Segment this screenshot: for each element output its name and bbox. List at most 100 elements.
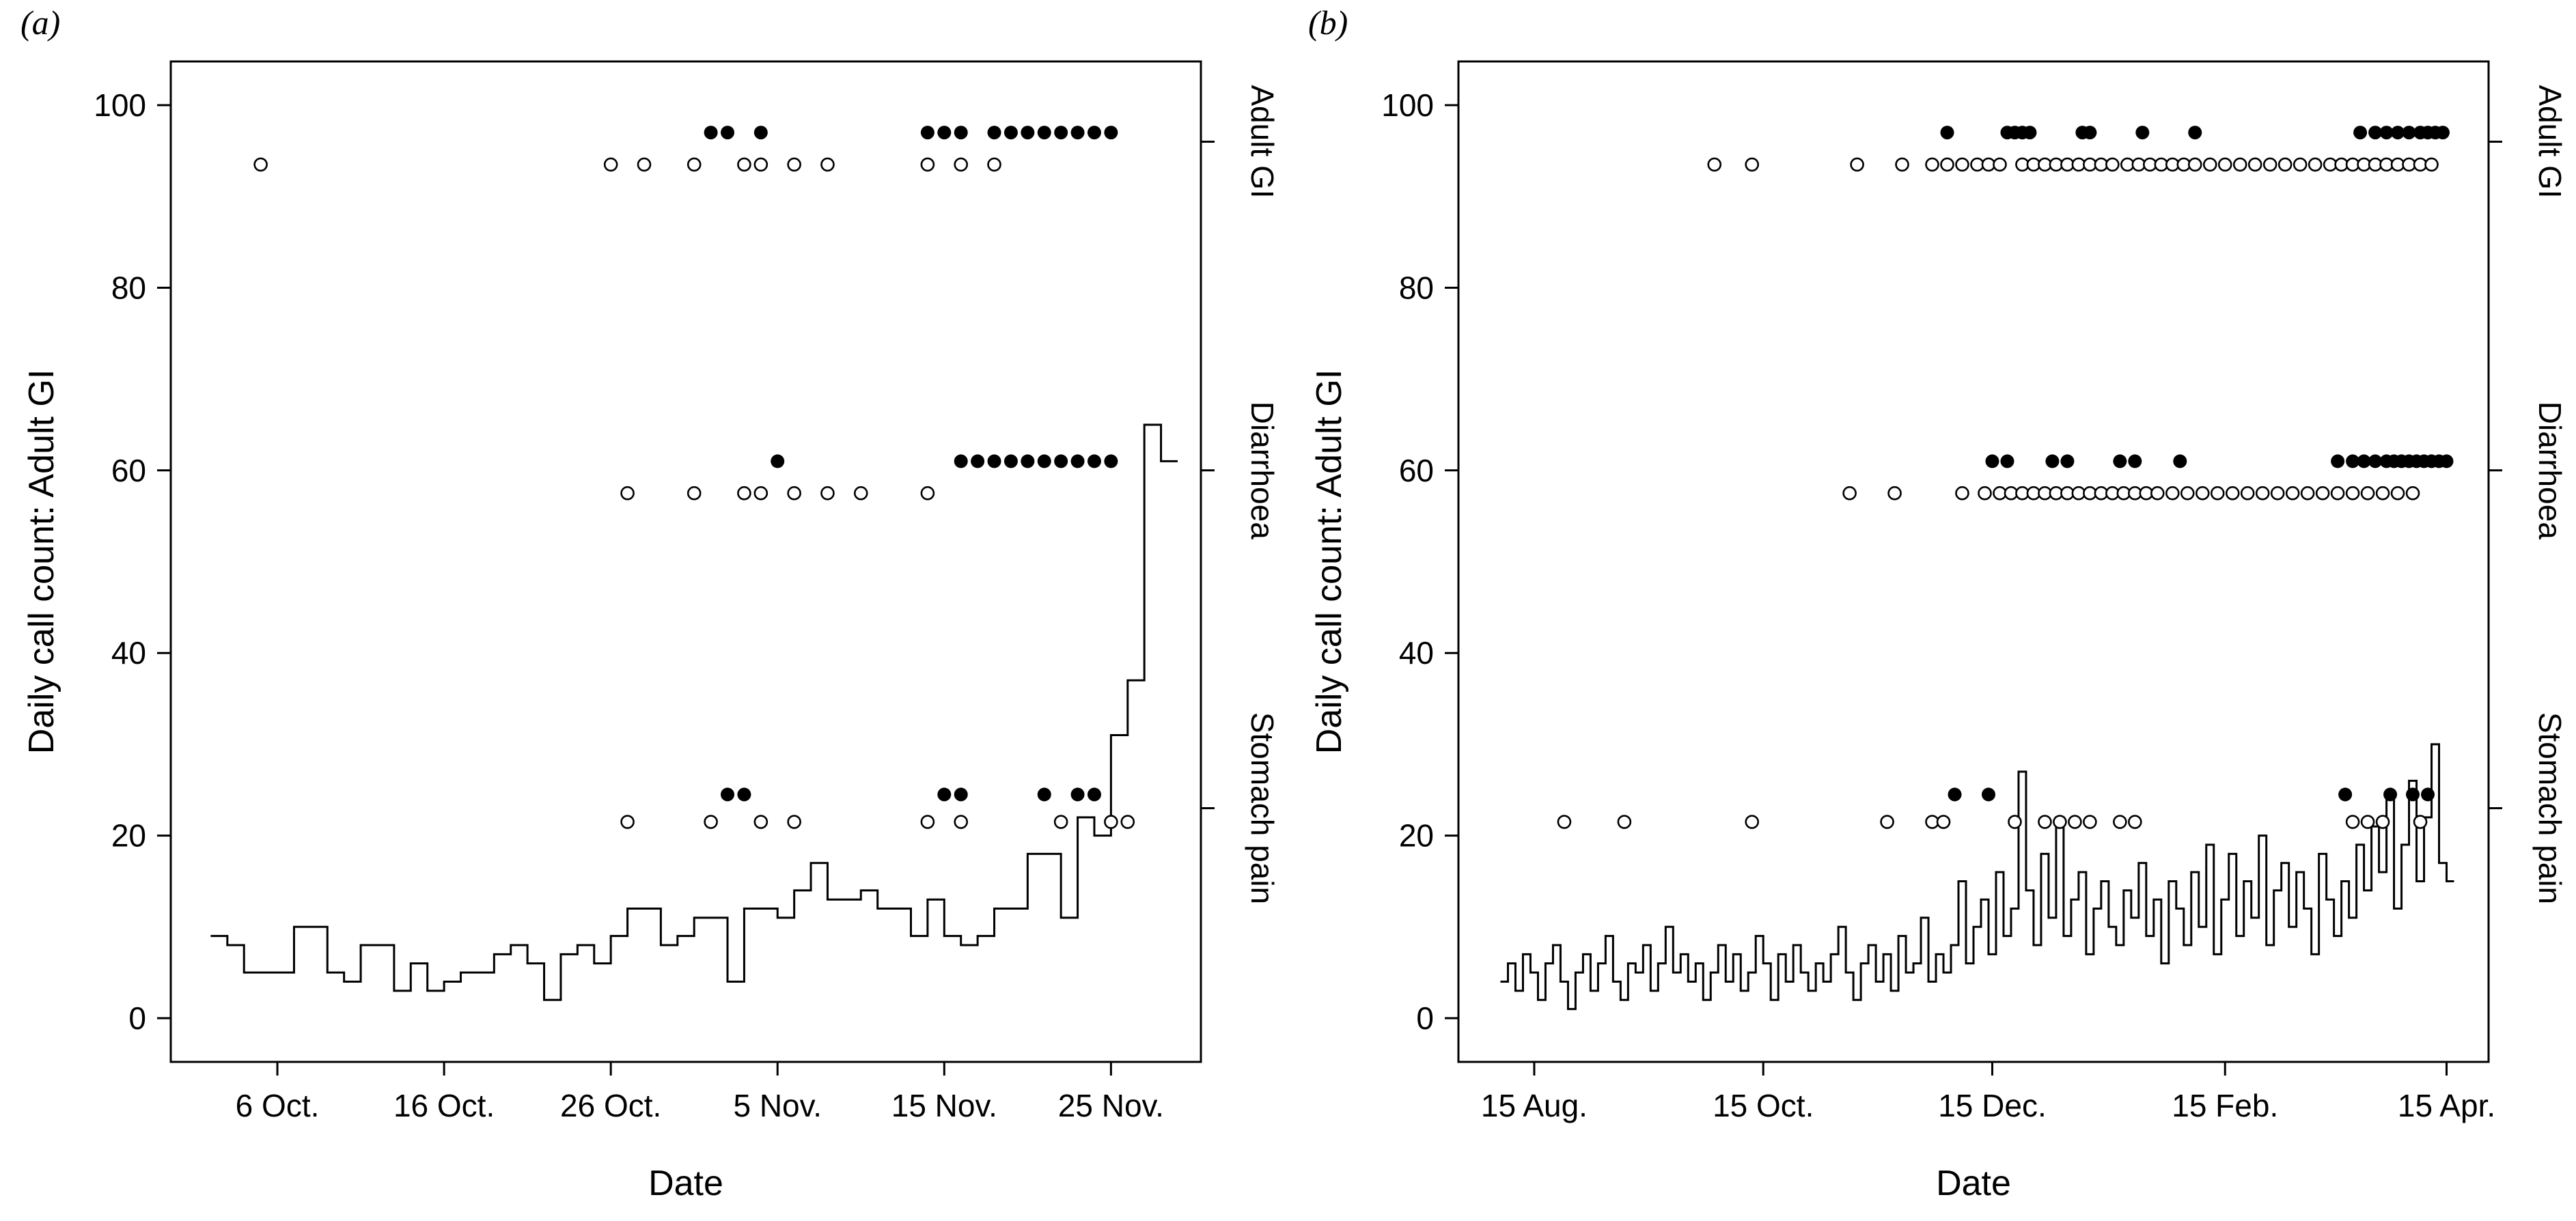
- adult-gi-filled-marker: [1037, 126, 1051, 140]
- diarrhoea-open-markers: [1842, 486, 2420, 501]
- diarrhoea-open-marker: [1955, 486, 1969, 501]
- diarrhoea-open-marker: [1978, 486, 1992, 501]
- adult-gi-filled-marker: [2391, 126, 2405, 140]
- y-axis-title: Daily call count: Adult GI: [1310, 369, 1349, 755]
- stomach-pain-filled-marker: [1981, 787, 1995, 802]
- x-tick-label: 15 Oct.: [1713, 1088, 1814, 1123]
- x-axis-title: Date: [1936, 1164, 2011, 1203]
- stomach-pain-open-marker: [2083, 815, 2097, 829]
- stomach-pain-open-marker: [787, 815, 801, 829]
- adult-gi-filled-marker: [2083, 126, 2097, 140]
- diarrhoea-open-marker: [2240, 486, 2255, 501]
- adult-gi-filled-marker: [2379, 126, 2394, 140]
- diarrhoea-open-marker: [2180, 486, 2195, 501]
- stomach-pain-open-marker: [1557, 815, 1572, 829]
- diarrhoea-filled-marker: [2346, 454, 2360, 468]
- adult-gi-open-marker: [820, 157, 835, 172]
- stomach-pain-filled-marker: [2421, 787, 2435, 802]
- stomach-pain-open-marker: [2413, 815, 2428, 829]
- adult-gi-filled-marker: [1087, 126, 1101, 140]
- adult-gi-open-marker: [1955, 157, 1969, 172]
- stomach-pain-open-marker: [920, 815, 935, 829]
- diarrhoea-open-marker: [2270, 486, 2285, 501]
- stomach-pain-filled-markers: [721, 787, 1101, 802]
- stomach-pain-filled-markers: [1948, 787, 2435, 802]
- diarrhoea-open-marker: [853, 486, 868, 501]
- diarrhoea-open-marker: [820, 486, 835, 501]
- diarrhoea-open-marker: [2150, 486, 2165, 501]
- adult-gi-filled-marker: [2368, 126, 2383, 140]
- diarrhoea-filled-marker: [2357, 454, 2371, 468]
- adult-gi-open-marker: [2105, 157, 2120, 172]
- diarrhoea-filled-marker: [2439, 454, 2454, 468]
- adult-gi-filled-marker: [1054, 126, 1068, 140]
- diarrhoea-filled-marker: [2128, 454, 2142, 468]
- adult-gi-open-marker: [753, 157, 768, 172]
- adult-gi-open-marker: [1940, 157, 1954, 172]
- adult-gi-band-label: Adult GI: [1245, 85, 1280, 198]
- diarrhoea-open-marker: [2315, 486, 2330, 501]
- y-axis: 0 20 40 60 80 100: [1381, 87, 1458, 1036]
- diarrhoea-open-markers: [620, 486, 935, 501]
- diarrhoea-filled-marker: [2045, 454, 2060, 468]
- plot-frame: [1457, 60, 2490, 1063]
- stomach-pain-filled-marker: [737, 787, 751, 802]
- panel-b-chart: 0 20 40 60 80 100 15 Aug. 15 Oct. 15 Dec. 15 Feb.…: [1310, 60, 2568, 1203]
- diarrhoea-filled-marker: [971, 454, 985, 468]
- x-tick-label: 15 Feb.: [2172, 1088, 2278, 1123]
- diarrhoea-filled-marker: [2331, 454, 2345, 468]
- stomach-pain-filled-marker: [2338, 787, 2353, 802]
- adult-gi-open-marker: [1745, 157, 1760, 172]
- adult-gi-filled-marker: [954, 126, 968, 140]
- adult-gi-open-marker: [1925, 157, 1939, 172]
- x-tick-label: 16 Oct.: [393, 1088, 495, 1123]
- diarrhoea-open-marker: [2225, 486, 2240, 501]
- x-tick-label: 15 Aug.: [1481, 1088, 1588, 1123]
- diarrhoea-filled-marker: [954, 454, 968, 468]
- diarrhoea-open-marker: [2165, 486, 2180, 501]
- diarrhoea-open-marker: [620, 486, 635, 501]
- adult-gi-filled-marker: [2402, 126, 2416, 140]
- adult-gi-filled-marker: [2135, 126, 2150, 140]
- stomach-pain-filled-marker: [721, 787, 735, 802]
- panel-b-label: (b): [1308, 3, 1348, 42]
- diarrhoea-filled-marker: [2113, 454, 2127, 468]
- stomach-pain-open-marker: [620, 815, 635, 829]
- daily-call-count-step-line: [1500, 743, 2454, 1011]
- diarrhoea-open-marker: [2360, 486, 2375, 501]
- diarrhoea-open-marker: [2210, 486, 2225, 501]
- diarrhoea-open-marker: [2255, 486, 2270, 501]
- adult-gi-open-marker: [687, 157, 702, 172]
- diarrhoea-open-marker: [753, 486, 768, 501]
- adult-gi-open-marker: [787, 157, 801, 172]
- adult-gi-filled-markers: [1940, 126, 2450, 140]
- adult-gi-filled-marker: [1940, 126, 1954, 140]
- diarrhoea-open-marker: [2375, 486, 2390, 501]
- adult-gi-open-markers: [1707, 157, 2439, 172]
- y-tick-label: 60: [1399, 453, 1434, 488]
- x-axis-title: Date: [648, 1164, 723, 1203]
- stomach-pain-band-label: Stomach pain: [1245, 712, 1280, 904]
- diarrhoea-filled-markers: [771, 454, 1118, 468]
- adult-gi-open-marker: [737, 157, 751, 172]
- x-tick-label: 15 Dec.: [1938, 1088, 2047, 1123]
- stomach-pain-filled-marker: [1948, 787, 1962, 802]
- stomach-pain-open-markers: [1557, 815, 2428, 829]
- y-tick-label: 40: [111, 635, 146, 671]
- adult-gi-open-marker: [2424, 157, 2439, 172]
- diarrhoea-open-marker: [737, 486, 751, 501]
- adult-gi-open-marker: [2308, 157, 2323, 172]
- stomach-pain-open-marker: [1053, 815, 1068, 829]
- diarrhoea-filled-marker: [1021, 454, 1035, 468]
- diarrhoea-filled-marker: [1985, 454, 1999, 468]
- adult-gi-filled-marker: [2188, 126, 2202, 140]
- stomach-pain-open-marker: [1120, 815, 1135, 829]
- adult-gi-open-marker: [2202, 157, 2217, 172]
- diarrhoea-filled-marker: [2000, 454, 2014, 468]
- diarrhoea-open-marker: [1842, 486, 1857, 501]
- adult-gi-filled-marker: [2023, 126, 2037, 140]
- stomach-pain-filled-marker: [1070, 787, 1085, 802]
- adult-gi-open-marker: [2232, 157, 2247, 172]
- y-tick-label: 80: [111, 270, 146, 305]
